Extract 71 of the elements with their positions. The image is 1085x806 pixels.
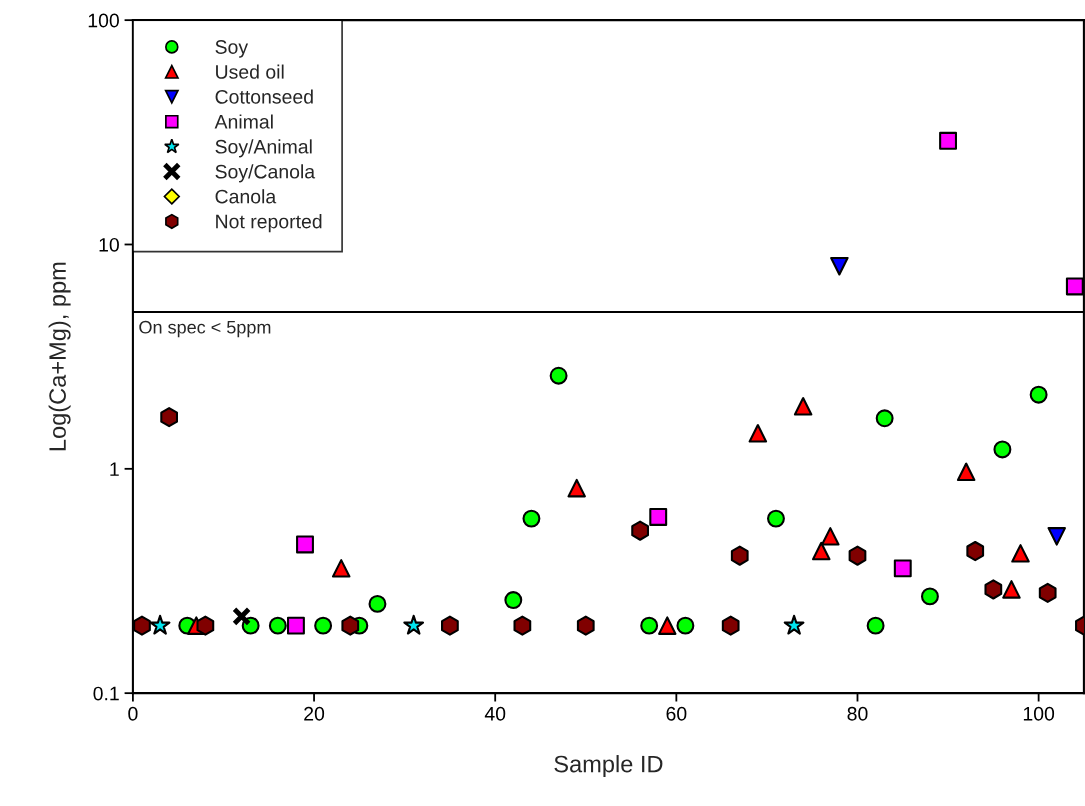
point — [368, 594, 387, 613]
x-tick-label: 60 — [666, 706, 687, 721]
point — [730, 545, 749, 566]
x-tick-label: 80 — [847, 706, 868, 721]
y-tick-label: 0.1 — [93, 686, 119, 701]
point — [984, 579, 1003, 600]
point — [341, 615, 360, 636]
point — [314, 616, 333, 635]
point — [1065, 277, 1084, 296]
point — [549, 366, 568, 385]
point — [133, 615, 151, 636]
point — [1002, 580, 1021, 599]
point — [640, 616, 659, 635]
point — [631, 520, 649, 541]
point — [721, 615, 740, 636]
point — [1029, 385, 1048, 404]
point — [939, 131, 958, 150]
y-tick-label: 100 — [88, 13, 119, 28]
point — [286, 616, 305, 635]
point — [649, 508, 668, 526]
x-tick-label: 20 — [304, 706, 325, 721]
point — [893, 559, 912, 578]
point — [875, 409, 894, 428]
legend-label: Soy/Animal — [215, 139, 312, 158]
legend-label: Animal — [214, 114, 273, 129]
point — [1047, 527, 1066, 546]
point — [268, 616, 287, 635]
point — [196, 615, 215, 636]
legend-label: Soy — [215, 40, 249, 58]
point — [1011, 544, 1030, 563]
point — [441, 615, 459, 636]
point — [748, 424, 768, 443]
point — [793, 397, 813, 416]
legend-label: Not reported — [216, 214, 322, 233]
point — [830, 256, 849, 276]
x-axis-title: Sample ID — [554, 755, 663, 778]
legend-label: Used oil — [216, 64, 284, 79]
ref-line-label: On spec < 5ppm — [139, 320, 271, 338]
point — [149, 614, 171, 635]
point — [232, 606, 252, 626]
legend-label: Canola — [215, 189, 277, 204]
point — [403, 614, 425, 635]
point — [812, 541, 831, 561]
point — [331, 559, 351, 578]
point — [866, 616, 885, 635]
point — [993, 440, 1012, 459]
y-tick-label: 10 — [99, 237, 119, 252]
point — [567, 478, 586, 498]
point — [658, 616, 677, 635]
point — [522, 509, 541, 528]
x-tick-label: 0 — [128, 706, 138, 721]
point — [783, 614, 805, 635]
legend-label: Cottonseed — [215, 89, 313, 104]
point — [848, 545, 867, 566]
point — [920, 587, 939, 606]
point — [296, 535, 314, 554]
point — [576, 615, 595, 636]
x-tick-label: 40 — [484, 706, 506, 721]
point — [956, 462, 976, 482]
legend-label: Soy/Canola — [215, 164, 316, 183]
point — [160, 407, 179, 428]
point — [676, 616, 695, 635]
x-tick-label: 100 — [1023, 706, 1055, 721]
y-axis-title: Log(Ca+Mg), ppm — [48, 262, 71, 451]
point — [504, 591, 523, 610]
point — [1038, 582, 1057, 603]
y-tick-label: 1 — [110, 462, 119, 476]
point — [966, 540, 985, 562]
point — [513, 615, 532, 636]
point — [767, 509, 785, 528]
point — [821, 527, 840, 546]
